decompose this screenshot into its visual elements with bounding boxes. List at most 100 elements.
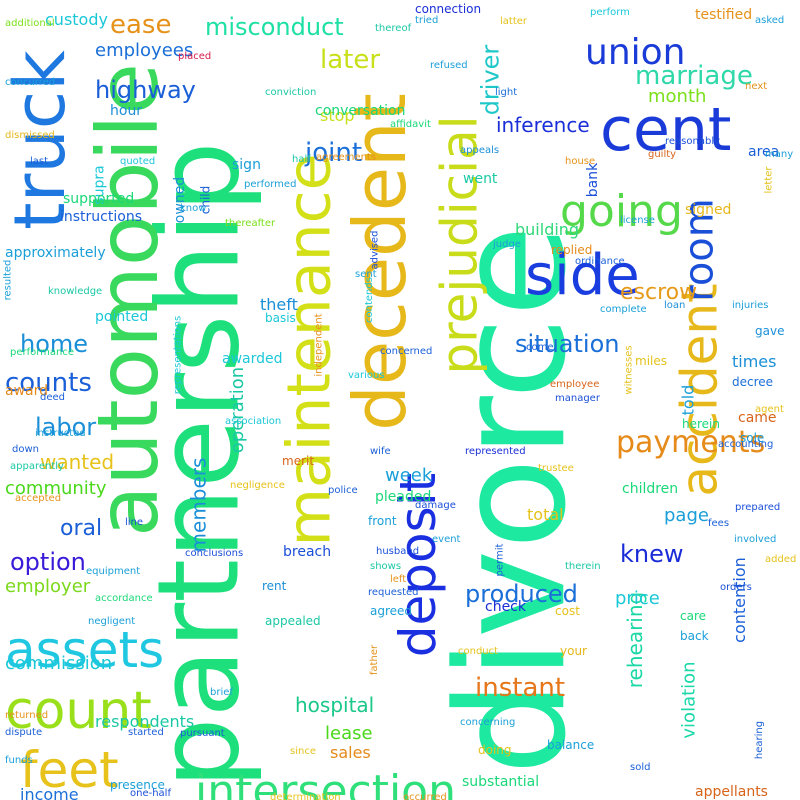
- word-ease: ease: [110, 10, 172, 40]
- word-pursuant: pursuant: [180, 728, 225, 739]
- word-dispute: dispute: [5, 727, 43, 738]
- word-inference: inference: [496, 113, 590, 137]
- word-police: police: [328, 485, 358, 496]
- word-replied: replied: [551, 243, 593, 257]
- word-latter: latter: [500, 16, 528, 27]
- word-situation: situation: [515, 330, 620, 358]
- word-highway: highway: [95, 76, 196, 104]
- word-violation: violation: [679, 661, 700, 739]
- word-representations: representations: [172, 315, 183, 395]
- word-presence: presence: [110, 778, 165, 792]
- word-requested: requested: [368, 587, 419, 598]
- word-left: left: [390, 574, 407, 585]
- word-last: last: [30, 156, 49, 167]
- word-home: home: [20, 330, 89, 358]
- word-gave: gave: [755, 324, 785, 338]
- word-driver: driver: [475, 44, 504, 116]
- word-association: association: [225, 416, 282, 427]
- word-hearing: hearing: [753, 720, 765, 760]
- word-going: going: [560, 186, 683, 237]
- word-tried: tried: [415, 15, 439, 26]
- word-lease: lease: [325, 723, 373, 744]
- word-concerning: concerning: [460, 717, 516, 728]
- word-thereof: thereof: [375, 23, 412, 34]
- word-theft: theft: [260, 295, 298, 314]
- word-cent: cent: [600, 95, 732, 165]
- word-agreements: agreements: [316, 152, 377, 163]
- word-side: side: [525, 243, 640, 308]
- word-miles: miles: [635, 354, 667, 368]
- word-balance: balance: [547, 738, 595, 752]
- word-half: half: [292, 154, 311, 165]
- word-assets: assets: [5, 621, 165, 679]
- word-employee: employee: [550, 379, 600, 390]
- word-instructed: instructed: [35, 428, 86, 439]
- word-employees: employees: [95, 40, 194, 61]
- word-negligence: negligence: [230, 480, 285, 491]
- word-advised: advised: [368, 230, 380, 270]
- word-funds: funds: [5, 755, 33, 766]
- word-equipment: equipment: [86, 566, 141, 577]
- word-operation: operation: [227, 366, 248, 454]
- word-feet: feet: [20, 741, 119, 799]
- word-contention: contention: [729, 557, 749, 643]
- word-total: total: [527, 505, 564, 524]
- word-agreed: agreed: [370, 604, 413, 618]
- word-line: line: [125, 517, 144, 528]
- word-husband: husband: [376, 546, 420, 557]
- word-fees: fees: [708, 518, 730, 529]
- word-shows: shows: [370, 561, 402, 572]
- word-hour: hour: [110, 103, 143, 119]
- word-check: check: [485, 599, 526, 615]
- word-union: union: [585, 32, 686, 73]
- word-determination: determination: [270, 792, 341, 800]
- word-knowledge: knowledge: [48, 286, 103, 297]
- word-wife: wife: [370, 446, 391, 457]
- word-refused: refused: [430, 60, 468, 71]
- word-injuries: injuries: [732, 300, 769, 311]
- word-conversation: conversation: [315, 103, 406, 119]
- word-labor: labor: [35, 413, 97, 441]
- word-cost: cost: [555, 604, 580, 618]
- word-bank: bank: [584, 162, 601, 198]
- word-light: light: [495, 87, 518, 98]
- word-front: front: [368, 514, 397, 528]
- word-members: members: [185, 457, 210, 553]
- word-contends: contends: [364, 277, 375, 323]
- word-witnesses: witnesses: [624, 345, 635, 395]
- word-judge: judge: [493, 239, 521, 250]
- word-brief: brief: [210, 687, 233, 698]
- word-care: care: [680, 609, 707, 623]
- word-times: times: [732, 352, 777, 371]
- word-hospital: hospital: [295, 693, 375, 717]
- word-many: many: [765, 149, 794, 160]
- word-your: your: [560, 644, 587, 658]
- word-placed: placed: [178, 51, 212, 62]
- word-pointed: pointed: [95, 309, 149, 325]
- word-down: down: [12, 444, 39, 455]
- word-supported: supported: [63, 191, 135, 207]
- word-came: came: [738, 410, 777, 426]
- word-reasonably: reasonably: [665, 136, 721, 147]
- word-father: father: [368, 644, 380, 676]
- word-custody: custody: [45, 10, 108, 29]
- word-herein: herein: [682, 417, 720, 431]
- word-sales: sales: [330, 743, 371, 762]
- word-testified: testified: [695, 7, 753, 23]
- word-apparently: apparently: [10, 461, 64, 472]
- word-since: since: [290, 746, 316, 757]
- word-various: various: [348, 370, 385, 381]
- word-added: added: [765, 554, 797, 565]
- word-negligent: negligent: [88, 616, 136, 627]
- word-connection: connection: [415, 2, 482, 16]
- word-marriage: marriage: [635, 61, 753, 91]
- word-house: house: [565, 156, 596, 167]
- word-intersection: intersection: [195, 766, 456, 800]
- word-pleaded: pleaded: [375, 489, 432, 505]
- word-community: community: [5, 478, 107, 499]
- word-option: option: [10, 548, 86, 576]
- word-thereafter: thereafter: [225, 218, 276, 229]
- word-license: license: [620, 215, 655, 226]
- word-went: went: [463, 171, 498, 187]
- word-oral: oral: [60, 516, 103, 541]
